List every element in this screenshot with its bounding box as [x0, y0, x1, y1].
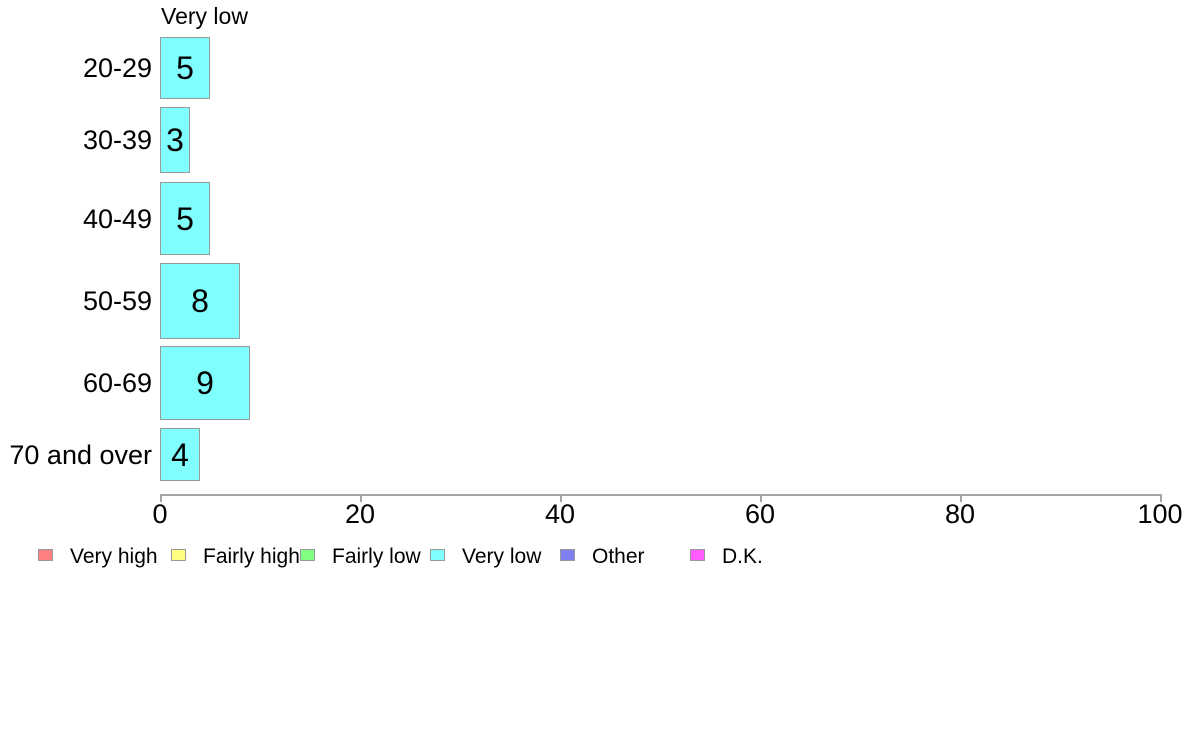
x-axis-tick [160, 494, 162, 502]
legend-swatch [430, 549, 445, 561]
bar-value-label: 9 [196, 365, 214, 401]
x-axis-tick [760, 494, 762, 502]
bar-value-label: 3 [166, 122, 184, 158]
category-label: 20-29 [82, 53, 152, 83]
bar: 8 [160, 263, 240, 339]
bar: 5 [160, 37, 210, 99]
bar: 9 [160, 346, 250, 420]
category-label: 40-49 [82, 203, 152, 234]
category-label: 50-59 [82, 286, 152, 316]
legend-swatch [560, 549, 575, 561]
x-axis-tick [960, 494, 962, 502]
x-axis-tick-label: 60 [744, 499, 776, 529]
bar-value-label: 5 [176, 50, 194, 86]
legend-label: Fairly low [332, 545, 421, 568]
legend-label: Very high [70, 545, 158, 568]
legend-swatch [38, 549, 53, 561]
legend-swatch [300, 549, 315, 561]
bar: 5 [160, 182, 210, 255]
legend-label: Fairly high [203, 545, 300, 568]
x-axis-line [160, 494, 1161, 496]
bar-value-label: 8 [191, 283, 209, 319]
bar: 4 [160, 428, 200, 481]
chart-title: Very low [161, 3, 248, 29]
category-label: 70 and over [9, 439, 152, 470]
x-axis-tick [560, 494, 562, 502]
x-axis-tick-label: 0 [152, 499, 168, 529]
legend-swatch [690, 549, 705, 561]
legend-label: D.K. [722, 545, 763, 568]
x-axis-tick [360, 494, 362, 502]
legend-swatch [171, 549, 186, 561]
category-label: 60-69 [82, 368, 152, 398]
x-axis-tick-label: 100 [1137, 499, 1183, 529]
x-axis-tick-label: 80 [944, 499, 976, 529]
legend-label: Very low [462, 545, 542, 568]
category-label: 30-39 [82, 125, 152, 155]
x-axis-tick [1160, 494, 1162, 502]
bar-value-label: 5 [176, 200, 194, 237]
legend-label: Other [592, 545, 645, 568]
bar-value-label: 4 [171, 436, 189, 473]
x-axis-tick-label: 20 [344, 499, 376, 529]
x-axis-tick-label: 40 [544, 499, 576, 529]
bar: 3 [160, 107, 190, 173]
